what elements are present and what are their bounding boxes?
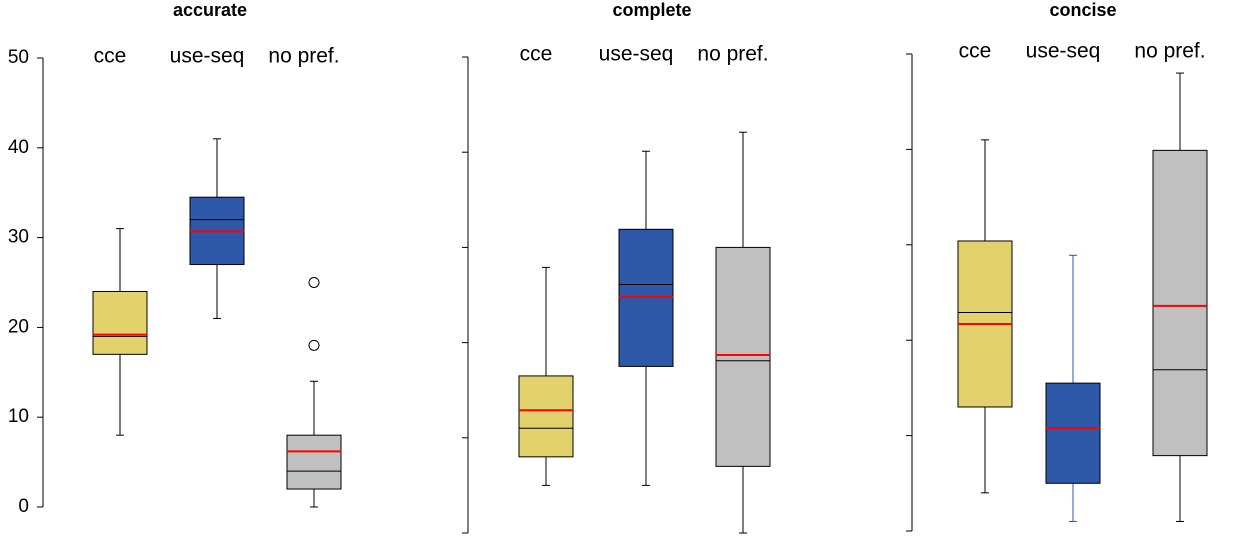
y-tick-label: 10	[8, 406, 29, 427]
category-label: use-seq	[599, 43, 674, 66]
panel-title: concise	[1049, 0, 1116, 20]
outlier	[308, 277, 320, 288]
y-tick-label: 40	[8, 137, 29, 158]
category-label: use-seq	[170, 45, 245, 68]
y-tick-label: 50	[8, 47, 29, 68]
category-label: use-seq	[1026, 40, 1101, 63]
y-tick-label: 20	[8, 316, 29, 337]
category-label: cce	[94, 45, 127, 68]
box	[1152, 149, 1208, 457]
panel-title: complete	[612, 0, 691, 20]
box	[92, 290, 148, 355]
box	[1045, 382, 1101, 484]
category-label: cce	[520, 43, 553, 66]
outlier	[308, 339, 320, 351]
panel-title: accurate	[173, 0, 247, 20]
box	[518, 375, 574, 458]
box	[715, 246, 771, 467]
category-label: no pref.	[697, 43, 768, 66]
category-label: no pref.	[1134, 40, 1205, 63]
box	[286, 434, 342, 490]
category-label: cce	[959, 40, 992, 63]
y-tick-label: 30	[8, 227, 29, 248]
category-label: no pref.	[268, 45, 339, 68]
y-tick-label: 0	[18, 496, 29, 517]
